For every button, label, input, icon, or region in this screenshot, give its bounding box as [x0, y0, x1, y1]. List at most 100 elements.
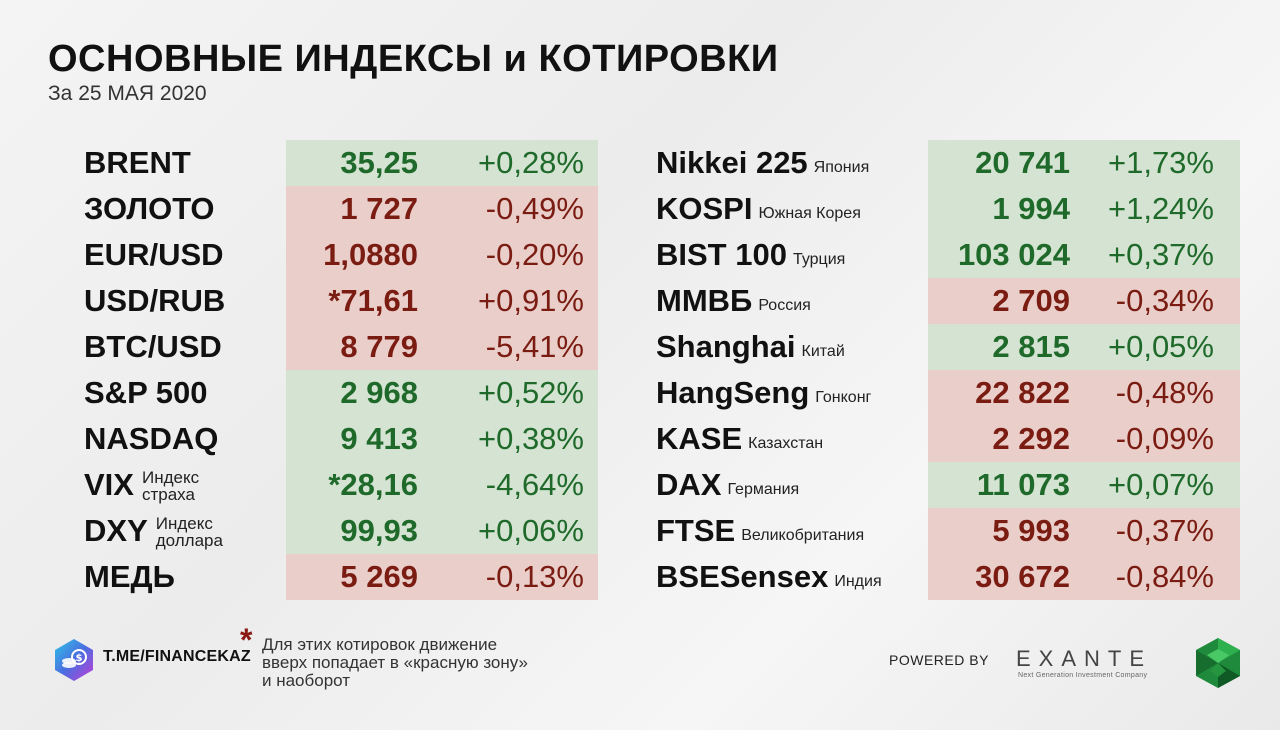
- quote-region: Индия: [834, 573, 882, 590]
- brand-tagline: Next Generation Investment Company: [1018, 672, 1148, 679]
- table-row: BSESensex Индия 30 672 -0,84%: [656, 554, 1214, 600]
- quote-value: 20 741: [975, 145, 1070, 180]
- quote-region: Южная Корея: [758, 205, 861, 222]
- footnote: Для этих котировок движение вверх попада…: [262, 636, 528, 690]
- quote-change: -0,48%: [1115, 375, 1214, 410]
- quote-label: DXY: [84, 513, 148, 548]
- row-highlight-pos: [928, 232, 1240, 278]
- footnote-line: Для этих котировок движение: [262, 635, 498, 654]
- quote-label: BSESensex: [656, 559, 829, 594]
- quote-value: 35,25: [340, 145, 418, 180]
- quote-change: -5,41%: [485, 329, 584, 364]
- note-asterisk: *: [240, 622, 253, 658]
- page-title: ОСНОВНЫЕ ИНДЕКСЫ и КОТИРОВКИ: [48, 38, 779, 80]
- quote-name: EUR/USD: [84, 232, 224, 278]
- quote-value: 8 779: [340, 329, 418, 364]
- quote-value: *28,16: [328, 467, 418, 502]
- table-row: EUR/USD 1,0880 -0,20%: [84, 232, 584, 278]
- quote-change: -0,37%: [1115, 513, 1214, 548]
- powered-by-label: POWERED BY: [889, 652, 989, 668]
- quote-label: Nikkei 225: [656, 145, 808, 180]
- quote-label: BIST 100: [656, 237, 787, 272]
- row-highlight-pos: [286, 508, 598, 554]
- quote-name: МЕДЬ: [84, 554, 175, 600]
- quote-label: BTC/USD: [84, 329, 222, 364]
- quote-label: FTSE: [656, 513, 736, 548]
- table-row: ММВБ Россия 2 709 -0,34%: [656, 278, 1214, 324]
- quote-description-line: Индекс: [155, 514, 213, 533]
- quote-name: HangSeng Гонконг: [656, 370, 871, 416]
- quote-name: BTC/USD: [84, 324, 222, 370]
- table-row: Nikkei 225 Япония 20 741 +1,73%: [656, 140, 1214, 186]
- table-row: KASE Казахстан 2 292 -0,09%: [656, 416, 1214, 462]
- quote-value: 99,93: [340, 513, 418, 548]
- quote-name: Nikkei 225 Япония: [656, 140, 869, 186]
- quote-change: +0,28%: [477, 145, 584, 180]
- quote-name: BRENT: [84, 140, 191, 186]
- quote-change: +0,07%: [1107, 467, 1214, 502]
- quote-change: +0,05%: [1107, 329, 1214, 364]
- quote-name: FTSE Великобритания: [656, 508, 864, 554]
- quote-value: 22 822: [975, 375, 1070, 410]
- quote-region: Турция: [792, 251, 846, 268]
- date-subtitle: За 25 МАЯ 2020: [48, 82, 207, 105]
- row-highlight-pos: [928, 140, 1240, 186]
- quote-value: 1 994: [992, 191, 1070, 226]
- quote-label: HangSeng: [656, 375, 810, 410]
- table-row: KOSPI Южная Корея 1 994 +1,24%: [656, 186, 1214, 232]
- quote-value: 2 292: [992, 421, 1070, 456]
- row-highlight-neg: [928, 370, 1240, 416]
- quote-value: 5 993: [992, 513, 1070, 548]
- row-highlight-pos: [286, 370, 598, 416]
- table-row: ЗОЛОТО 1 727 -0,49%: [84, 186, 584, 232]
- quote-name: Shanghai Китай: [656, 324, 845, 370]
- quote-label: KOSPI: [656, 191, 753, 226]
- quote-region: Германия: [727, 481, 800, 498]
- quote-change: -4,64%: [485, 467, 584, 502]
- table-row: NASDAQ 9 413 +0,38%: [84, 416, 584, 462]
- quote-value: 11 073: [976, 467, 1070, 502]
- quote-value: *71,61: [328, 283, 418, 318]
- row-highlight-pos: [928, 324, 1240, 370]
- quote-name: ЗОЛОТО: [84, 186, 215, 232]
- row-highlight-neg: [928, 554, 1240, 600]
- row-highlight-neg: [286, 278, 598, 324]
- channel-handle[interactable]: T.ME/FINANCEKAZ: [103, 648, 251, 665]
- quote-name: DXY Индекс доллара: [84, 508, 223, 554]
- quote-name: BIST 100 Турция: [656, 232, 845, 278]
- quote-description-line: Индекс: [141, 468, 200, 487]
- quote-change: +0,52%: [477, 375, 584, 410]
- quote-label: Shanghai: [656, 329, 796, 364]
- green-crystal-hexagon-icon: [1196, 638, 1240, 688]
- table-row: BRENT 35,25 +0,28%: [84, 140, 584, 186]
- quote-label: BRENT: [84, 145, 191, 180]
- quote-label: NASDAQ: [84, 421, 219, 456]
- quote-value: 2 815: [992, 329, 1070, 364]
- quote-label: KASE: [656, 421, 743, 456]
- quote-name: BSESensex Индия: [656, 554, 882, 600]
- table-row: DAX Германия 11 073 +0,07%: [656, 462, 1214, 508]
- quote-value: 5 269: [340, 559, 418, 594]
- quote-name: VIX Индекс страха: [84, 462, 199, 508]
- quote-label: ММВБ: [656, 283, 753, 318]
- quote-name: ММВБ Россия: [656, 278, 811, 324]
- row-highlight-pos: [286, 462, 598, 508]
- quote-value: 9 413: [340, 421, 418, 456]
- row-highlight-pos: [928, 462, 1240, 508]
- table-row: VIX Индекс страха *28,16 -4,64%: [84, 462, 584, 508]
- quote-name: KOSPI Южная Корея: [656, 186, 861, 232]
- row-highlight-pos: [286, 416, 598, 462]
- quote-label: VIX: [84, 467, 134, 502]
- quote-name: USD/RUB: [84, 278, 225, 324]
- quote-value: 1,0880: [323, 237, 418, 272]
- quote-value: 1 727: [340, 191, 418, 226]
- table-row: S&P 500 2 968 +0,52%: [84, 370, 584, 416]
- brand-name: EXANTE: [1016, 646, 1153, 671]
- coins-hexagon-icon: $: [55, 639, 93, 681]
- quote-value: 2 968: [340, 375, 418, 410]
- quote-value: 103 024: [957, 237, 1070, 272]
- quote-region: Япония: [813, 159, 870, 176]
- quote-change: -0,49%: [485, 191, 584, 226]
- quote-description: Индекс доллара: [156, 515, 223, 549]
